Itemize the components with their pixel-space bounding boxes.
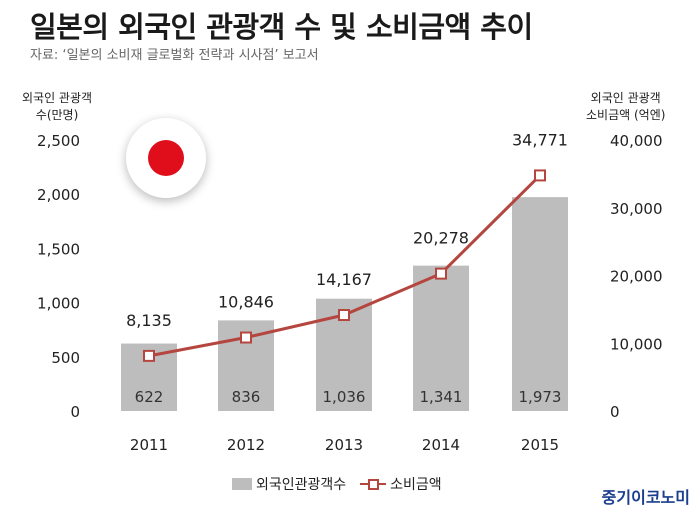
right-axis-title-line1: 외국인 관광객 [590,91,661,105]
left-axis-title-line1: 외국인 관광객 [22,91,93,105]
legend-label-consumption: 소비금액 [390,477,442,493]
right-axis-tick-label: 0 [610,403,620,421]
right-axis-tick-label: 30,000 [610,200,663,218]
legend-line-swatch [360,478,387,490]
japan-flag-disc [148,140,184,176]
visitors-bar [413,265,469,411]
chart-source: 자료: ‘일본의 소비재 글로벌화 전략과 시사점’ 보고서 [30,48,319,63]
legend-item-consumption: 소비금액 [360,474,442,494]
consumption-value-label: 8,135 [126,311,172,330]
visitors-bar-label: 1,036 [323,388,366,406]
right-axis-tick-label: 40,000 [610,132,663,150]
left-axis-tick-label: 1,500 [37,240,80,258]
right-axis-tick-label: 10,000 [610,335,663,353]
consumption-value-label: 14,167 [316,270,372,289]
japan-flag-icon [126,118,206,198]
left-axis-tick-label: 2,000 [37,186,80,204]
visitors-bar-label: 622 [135,388,164,406]
visitors-bar-label: 836 [232,388,261,406]
chart-title: 일본의 외국인 관광객 수 및 소비금액 추이 [30,10,533,44]
left-axis-title: 외국인 관광객 수(만명) [22,90,92,124]
brand-logo: 중기이코노미 [601,488,690,507]
consumption-value-label: 20,278 [413,229,469,248]
x-axis-tick-label: 2012 [227,436,265,454]
left-axis-tick-label: 1,000 [37,295,80,313]
right-axis-title: 외국인 관광객 소비금액 (억엔) [586,90,665,124]
consumption-marker [143,349,155,362]
right-axis-tick-label: 20,000 [610,268,663,286]
x-axis-tick-label: 2015 [521,436,559,454]
visitors-bar [512,197,568,411]
left-axis-tick-label: 2,500 [37,132,80,150]
x-axis-tick-label: 2014 [422,436,460,454]
left-axis-tick-label: 0 [70,403,80,421]
consumption-value-label: 10,846 [218,293,274,312]
legend-item-visitors: 외국인관광객수 [232,474,346,494]
x-axis-tick-label: 2011 [130,436,168,454]
consumption-marker [435,267,447,280]
consumption-marker [240,331,252,344]
visitors-bar-label: 1,973 [519,388,562,406]
chart-legend: 외국인관광객수 소비금액 [232,474,456,494]
consumption-marker [338,309,350,322]
consumption-value-label: 34,771 [512,130,568,149]
x-axis-tick-label: 2013 [325,436,363,454]
legend-bar-swatch [232,478,252,490]
right-axis-title-line2: 소비금액 (억엔) [586,108,666,122]
visitors-bar-label: 1,341 [420,388,463,406]
consumption-marker [534,169,546,182]
left-axis-title-line2: 수(만명) [35,108,79,122]
legend-label-visitors: 외국인관광객수 [256,477,347,493]
left-axis-tick-label: 500 [51,349,80,367]
